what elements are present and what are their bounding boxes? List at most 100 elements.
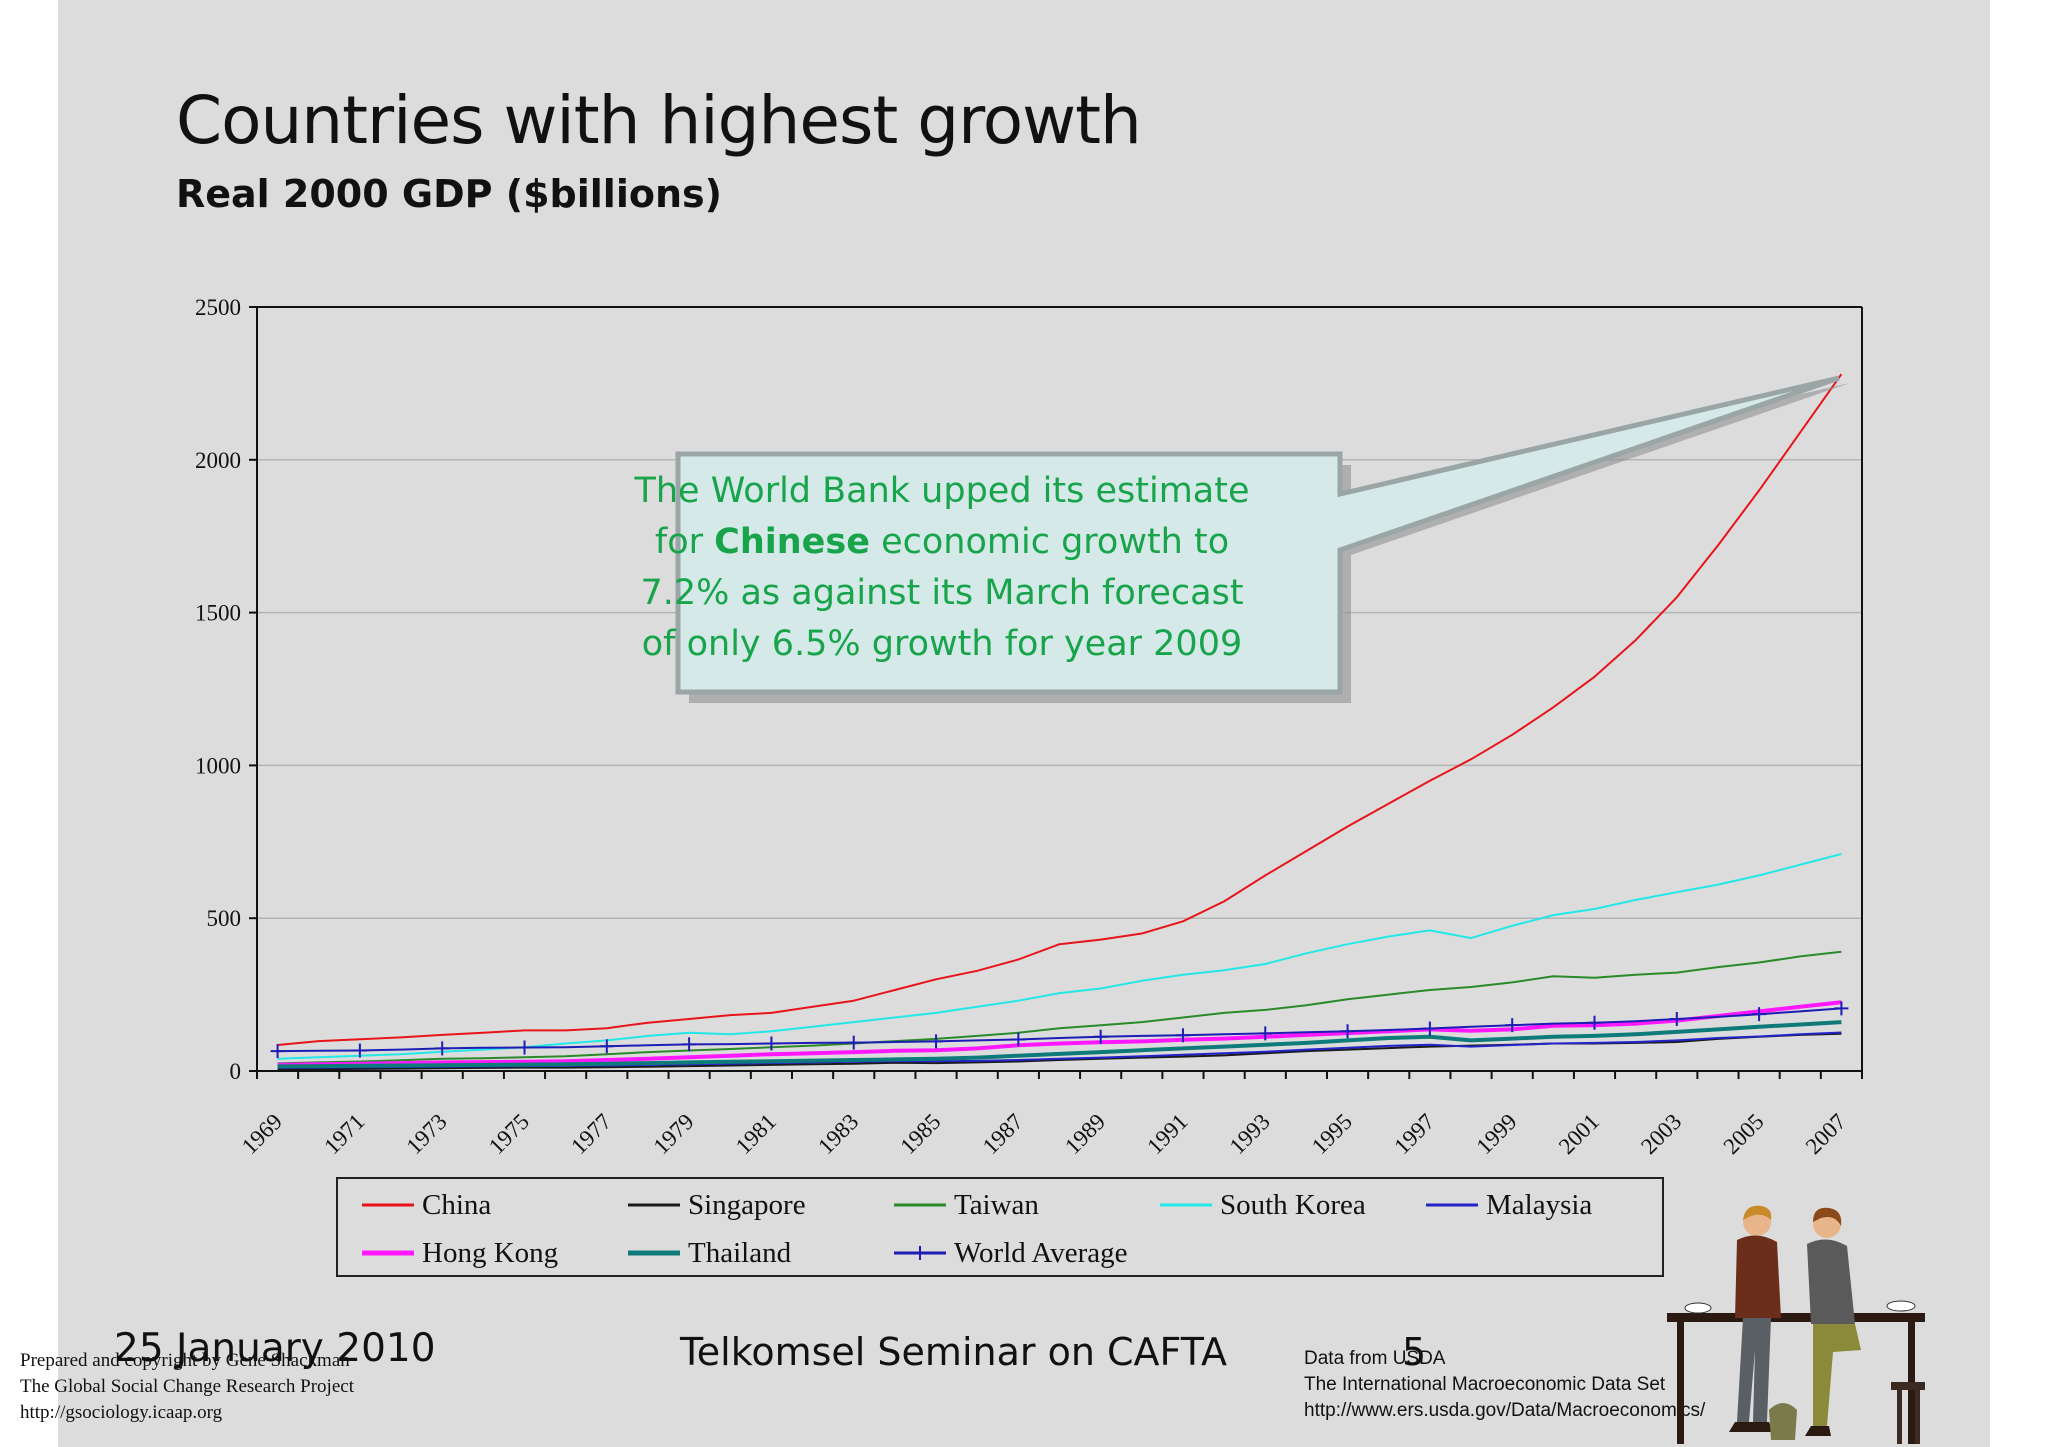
y-tick-label: 1500 [195,601,241,626]
x-tick-label: 1979 [648,1109,698,1159]
x-tick-label: 1999 [1472,1109,1522,1159]
legend-swatch [628,1203,680,1207]
x-tick-label: 1989 [1060,1109,1110,1159]
series-marker-world-average [682,1037,697,1052]
series-marker-world-average [929,1034,944,1049]
x-tick-label: 1991 [1142,1109,1192,1159]
series-marker-world-average [846,1035,861,1050]
legend-item-singapore: Singapore [626,1183,806,1227]
series-line-china [277,373,1843,1046]
x-tick-label: 1983 [813,1109,863,1159]
slide-subtitle: Real 2000 GDP ($billions) [176,172,722,216]
legend-swatch [362,1250,414,1256]
credit-left-line-3: http://gsociology.icaap.org [20,1402,223,1423]
y-tick-label: 1000 [195,753,241,778]
x-tick-label: 1971 [319,1109,369,1159]
legend-item-china: China [360,1183,491,1227]
legend-item-hong-kong: Hong Kong [360,1231,558,1275]
legend-swatch [894,1246,946,1260]
cup-right [1886,1300,1916,1312]
person-left-legs [1737,1318,1771,1422]
series-line-thailand [277,1020,1842,1069]
callout-box [675,375,1840,695]
legend-label: China [422,1188,492,1221]
x-tick-label: 1987 [978,1109,1028,1159]
slide-title: Countries with highest growth [176,82,1142,159]
callout-line-2-post: economic growth to [869,522,1230,562]
callout-line-1: The World Bank upped its estimate [634,471,1250,511]
person-right-body [1807,1239,1855,1324]
series-marker-world-average [1093,1029,1108,1044]
series-marker-world-average [1752,1007,1767,1022]
series-layer [270,373,1849,1071]
person-left-body [1735,1235,1781,1318]
series-line-hong-kong [277,1000,1842,1067]
callout-line-4: of only 6.5% growth for year 2009 [641,624,1243,664]
person-right-shoes [1805,1426,1831,1436]
legend-item-malaysia: Malaysia [1424,1183,1592,1227]
cafe-clipart [1667,1205,1925,1444]
y-tick-label: 2500 [195,295,241,320]
person-left-shoes [1729,1422,1773,1432]
x-tick-label: 1973 [402,1109,452,1159]
x-tick-label: 1969 [237,1109,287,1159]
series-marker-world-average [352,1043,367,1058]
stool-right-leg [1897,1390,1902,1444]
table-leg-left [1677,1322,1684,1444]
x-tick-label: 2001 [1554,1109,1604,1159]
legend-label: Thailand [688,1236,792,1269]
page-number: 5 [1402,1330,1427,1374]
credit-left: Prepared and copyright by Gene Shackman … [20,1348,354,1426]
series-marker-world-average [270,1044,285,1059]
series-line-world-average [277,1007,1842,1053]
stool-right-leg-2 [1915,1390,1920,1444]
legend-label: Malaysia [1486,1188,1593,1221]
credit-right-line-3: http://www.ers.usda.gov/Data/Macroeconom… [1304,1400,1706,1421]
cup-left [1684,1302,1712,1314]
chart-legend: China Singapore Taiwan South Korea Malaysia H… [336,1177,1664,1277]
x-tick-label: 2005 [1718,1109,1768,1159]
bag [1769,1403,1797,1440]
x-tick-label: 2003 [1636,1109,1686,1159]
legend-swatch [362,1203,414,1207]
series-marker-world-average [1669,1012,1684,1027]
legend-label: Hong Kong [422,1236,559,1269]
y-tick-label: 500 [207,906,242,931]
legend-label: Singapore [688,1188,806,1221]
legend-swatch [1426,1203,1478,1207]
legend-item-world-average: World Average [892,1231,1127,1275]
x-tick-label: 1995 [1307,1109,1357,1159]
y-tick-label: 0 [230,1059,242,1084]
person-right-legs [1813,1324,1861,1426]
legend-swatch [628,1250,680,1256]
series-marker-world-average [599,1039,614,1054]
x-tick-label: 1977 [566,1109,616,1159]
series-marker-world-average [1587,1015,1602,1030]
series-line-taiwan [277,950,1842,1065]
stool-right [1891,1382,1925,1390]
series-marker-world-average [764,1036,779,1051]
x-tick-label: 1981 [731,1109,781,1159]
series-marker-world-average [1340,1024,1355,1039]
y-tick-label: 2000 [195,448,241,473]
person-left-hair [1743,1205,1772,1220]
credit-right-line-2: The International Macroeconomic Data Set [1304,1374,1666,1395]
series-marker-world-average [1834,1001,1849,1016]
callout-emphasis: Chinese [714,522,870,562]
credit-right-line-1: Data from USDA [1304,1348,1446,1369]
axes: 0 500 1000 1500 2000 2500 1969 1971 1973 1975 1977… [195,295,1863,1159]
x-tick-label: 1993 [1225,1109,1275,1159]
series-marker-world-average [1175,1028,1190,1043]
legend-label: Taiwan [954,1188,1039,1221]
x-tick-label: 1997 [1389,1109,1439,1159]
x-tick-label: 2007 [1801,1109,1851,1159]
x-tick-label: 1975 [484,1109,534,1159]
series-marker-world-average [1422,1021,1437,1036]
callout-line-2-pre: for [654,522,715,562]
footer-seminar: Telkomsel Seminar on CAFTA [680,1330,1227,1374]
callout-line-3: 7.2% as against its March forecast [640,573,1244,613]
footer-date: 25 January 2010 [114,1326,436,1371]
callout-line-2: for Chinese economic growth to [622,517,1262,568]
credit-right: Data from USDA The International Macroec… [1304,1346,1705,1424]
legend-swatch [1160,1203,1212,1207]
